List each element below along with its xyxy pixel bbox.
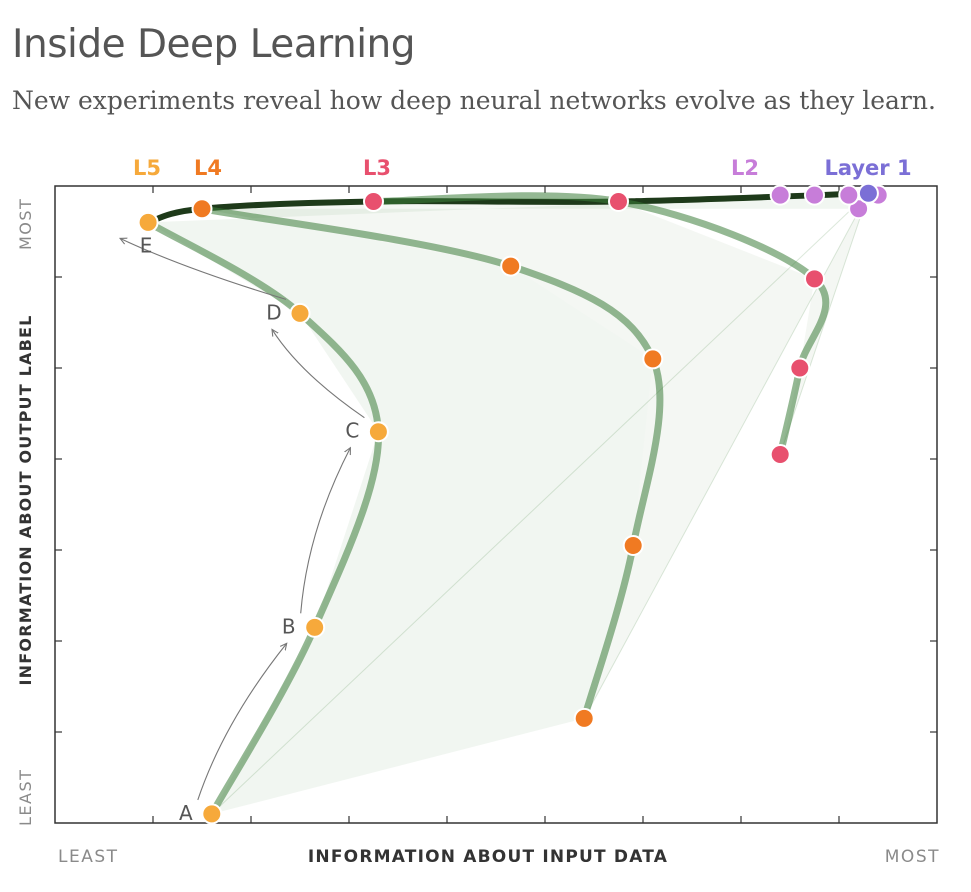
l5-point-1 xyxy=(201,803,223,825)
layer-label-l3: L3 xyxy=(363,156,391,180)
l3-point-3 xyxy=(804,268,825,290)
l5-point-2 xyxy=(304,616,326,638)
l5-point-4 xyxy=(289,302,311,324)
l3-point-5 xyxy=(363,190,384,212)
l5-point-5 xyxy=(137,211,159,233)
arrow-A-B xyxy=(197,643,287,801)
l3-point-4 xyxy=(608,190,629,212)
l4-point-1 xyxy=(573,707,595,729)
point-labels: A B C D E xyxy=(140,233,360,825)
arrow-D-E xyxy=(120,238,287,300)
l4-point-4 xyxy=(500,255,522,277)
layer-label-l1: Layer 1 xyxy=(824,156,911,180)
l2-point-4 xyxy=(804,184,825,206)
layer-legend: L5 L4 L3 L2 Layer 1 xyxy=(133,156,912,180)
point-label-a: A xyxy=(179,801,193,825)
l4-point-3 xyxy=(642,348,664,370)
point-label-b: B xyxy=(282,614,296,638)
shading-band-l5-l4 xyxy=(148,193,869,814)
annotation-arrows xyxy=(120,238,365,801)
y-axis-title: INFORMATION ABOUT OUTPUT LABEL xyxy=(16,315,35,686)
y-axis-least-label: LEAST xyxy=(16,769,35,826)
l2-point-5 xyxy=(769,184,791,206)
point-label-d: D xyxy=(266,300,281,324)
shading-band-l4-l3 xyxy=(202,193,869,719)
layer-points xyxy=(137,182,889,825)
l4-point-5 xyxy=(191,198,213,220)
point-label-c: C xyxy=(345,419,359,443)
l3-point-2 xyxy=(789,357,811,379)
l2-point-3 xyxy=(838,184,860,206)
plot-frame xyxy=(54,185,938,824)
arrow-B-C xyxy=(300,448,351,614)
x-axis-title: INFORMATION ABOUT INPUT DATA xyxy=(308,847,668,867)
l3-point-1 xyxy=(769,443,791,465)
chart-subtitle: New experiments reveal how deep neural n… xyxy=(12,86,936,115)
x-axis-most-label: MOST xyxy=(885,847,940,867)
layer-label-l4: L4 xyxy=(194,156,222,180)
l4-point-2 xyxy=(622,534,644,556)
x-axis-least-label: LEAST xyxy=(58,847,119,867)
point-label-e: E xyxy=(140,233,153,257)
chart-title: Inside Deep Learning xyxy=(12,22,416,67)
l5-point-3 xyxy=(367,421,389,443)
arrow-C-D xyxy=(272,329,365,419)
layer-label-l5: L5 xyxy=(133,156,161,180)
y-axis-most-label: MOST xyxy=(16,198,35,250)
fan-strand xyxy=(211,192,869,815)
fan-strand xyxy=(779,193,869,455)
l1-point-1 xyxy=(857,182,879,204)
layer-label-l2: L2 xyxy=(731,156,759,180)
